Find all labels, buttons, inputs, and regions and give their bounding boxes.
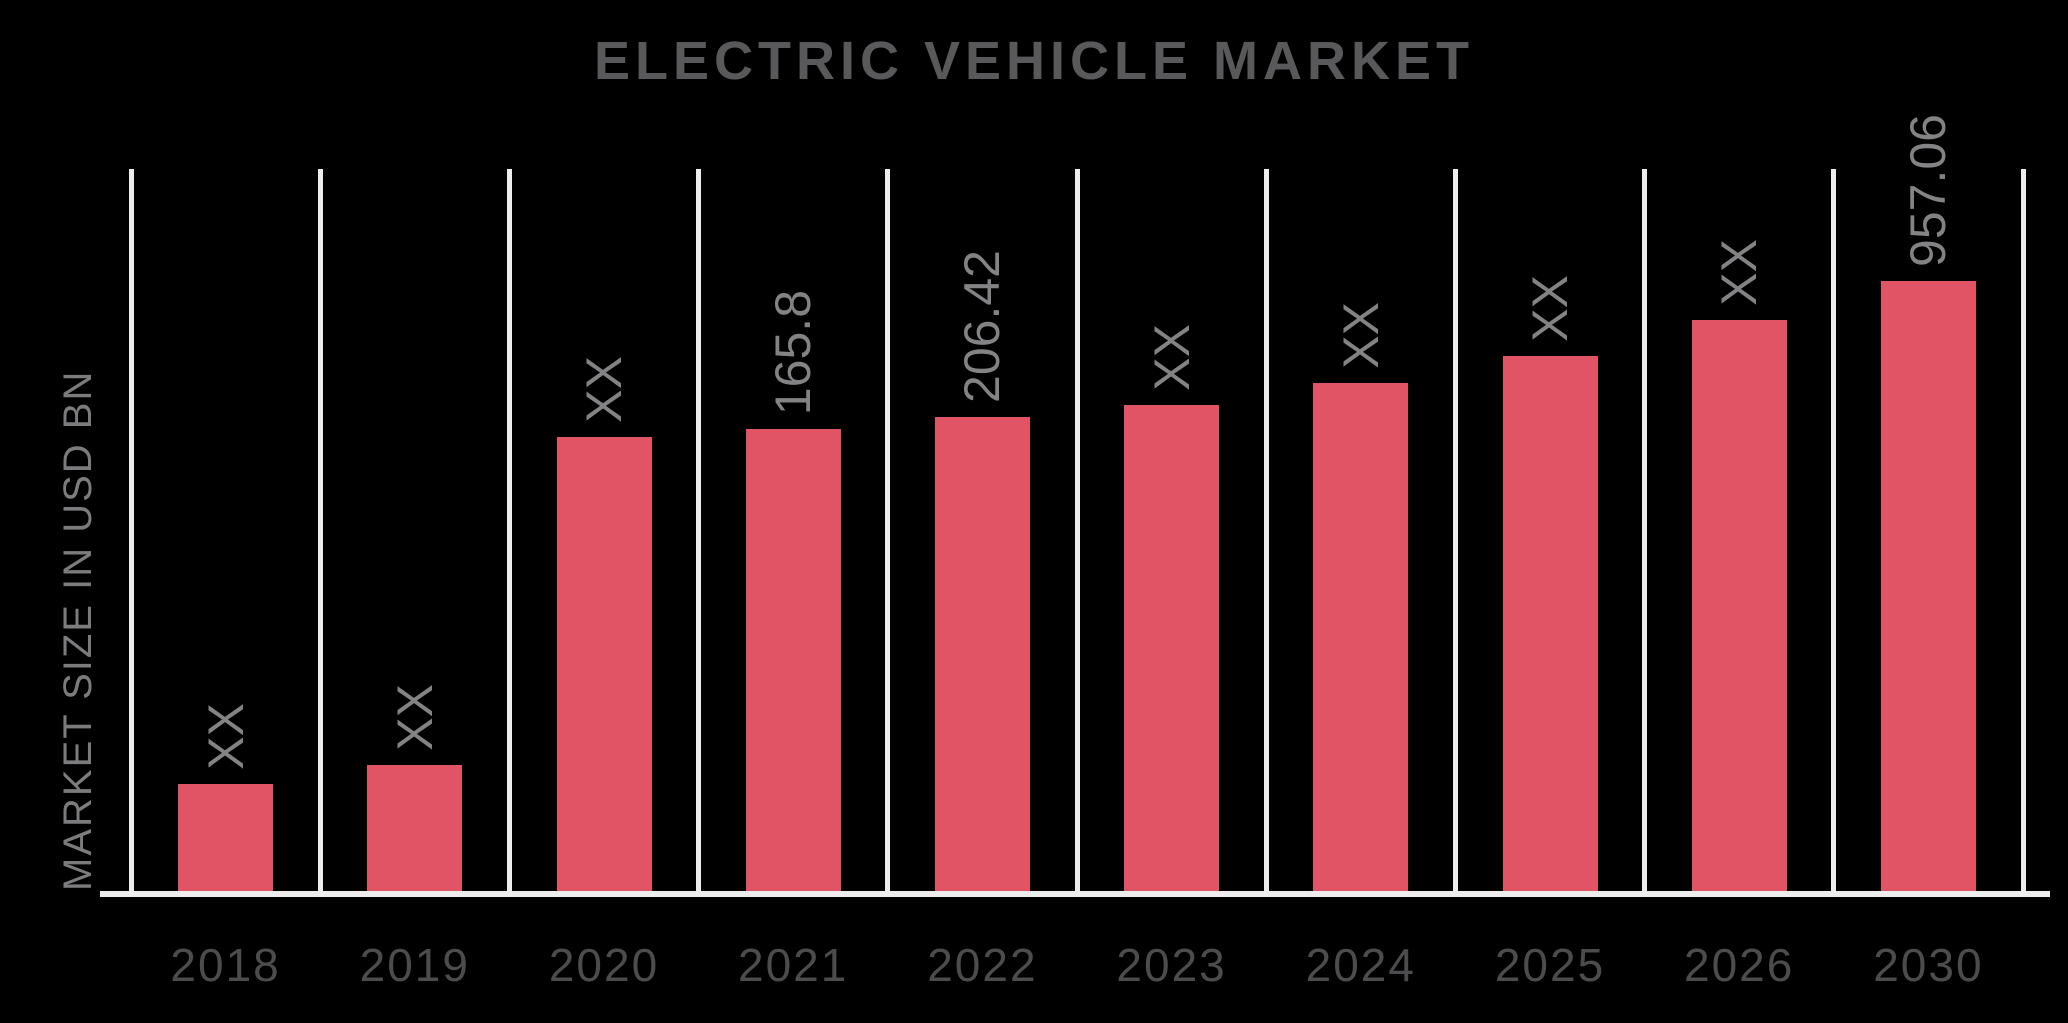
bar-2019 (367, 765, 463, 891)
bar-value-label-2019: XX (386, 684, 443, 751)
bar-2020 (556, 437, 652, 891)
bar-value-label-2030: 957.06 (1900, 114, 1957, 267)
bar-2026 (1691, 320, 1787, 891)
y-axis-line (128, 169, 134, 891)
x-tick-label-2030: 2030 (1873, 939, 1984, 991)
bar-2030 (1880, 281, 1976, 891)
bar-value-label-2020: XX (576, 356, 632, 423)
bar-2023 (1124, 405, 1220, 891)
x-tick-label-2020: 2020 (548, 939, 660, 991)
bar-2024 (1313, 383, 1409, 891)
x-tick-label-2025: 2025 (1494, 939, 1606, 991)
category-separator-line (1074, 169, 1080, 891)
x-tick-label-2018: 2018 (170, 939, 281, 991)
plot-right-border (2020, 169, 2026, 891)
category-separator-line (1263, 169, 1269, 891)
bar-value-label-2018: XX (197, 703, 254, 770)
category-separator-line (1642, 169, 1648, 891)
category-separator-line (317, 169, 323, 891)
x-tick-label-2021: 2021 (738, 939, 849, 991)
x-axis-line (100, 891, 2050, 897)
bar-value-label-2026: XX (1711, 239, 1768, 306)
bar-value-label-2025: XX (1522, 275, 1578, 342)
x-tick-label-2026: 2026 (1684, 939, 1795, 991)
category-separator-line (506, 169, 512, 891)
bar-2025 (1502, 356, 1598, 891)
category-separator-line (885, 169, 891, 891)
x-tick-label-2019: 2019 (359, 939, 470, 991)
category-separator-line (1452, 169, 1458, 891)
bar-value-label-2023: XX (1143, 324, 1200, 391)
x-tick-label-2022: 2022 (927, 939, 1038, 991)
chart-title: ELECTRIC VEHICLE MARKET (593, 31, 1475, 91)
x-tick-label-2023: 2023 (1116, 939, 1227, 991)
x-tick-label-2024: 2024 (1305, 939, 1416, 991)
bar-2021 (745, 429, 841, 891)
bar-value-label-2021: 165.8 (765, 289, 822, 415)
bar-2022 (934, 417, 1030, 891)
bar-2018 (178, 784, 274, 891)
category-separator-line (696, 169, 702, 891)
bar-value-label-2024: XX (1332, 302, 1389, 369)
y-axis-label: MARKET SIZE IN USD BN (56, 369, 100, 891)
bar-value-label-2022: 206.42 (954, 250, 1011, 403)
category-separator-line (1831, 169, 1837, 891)
